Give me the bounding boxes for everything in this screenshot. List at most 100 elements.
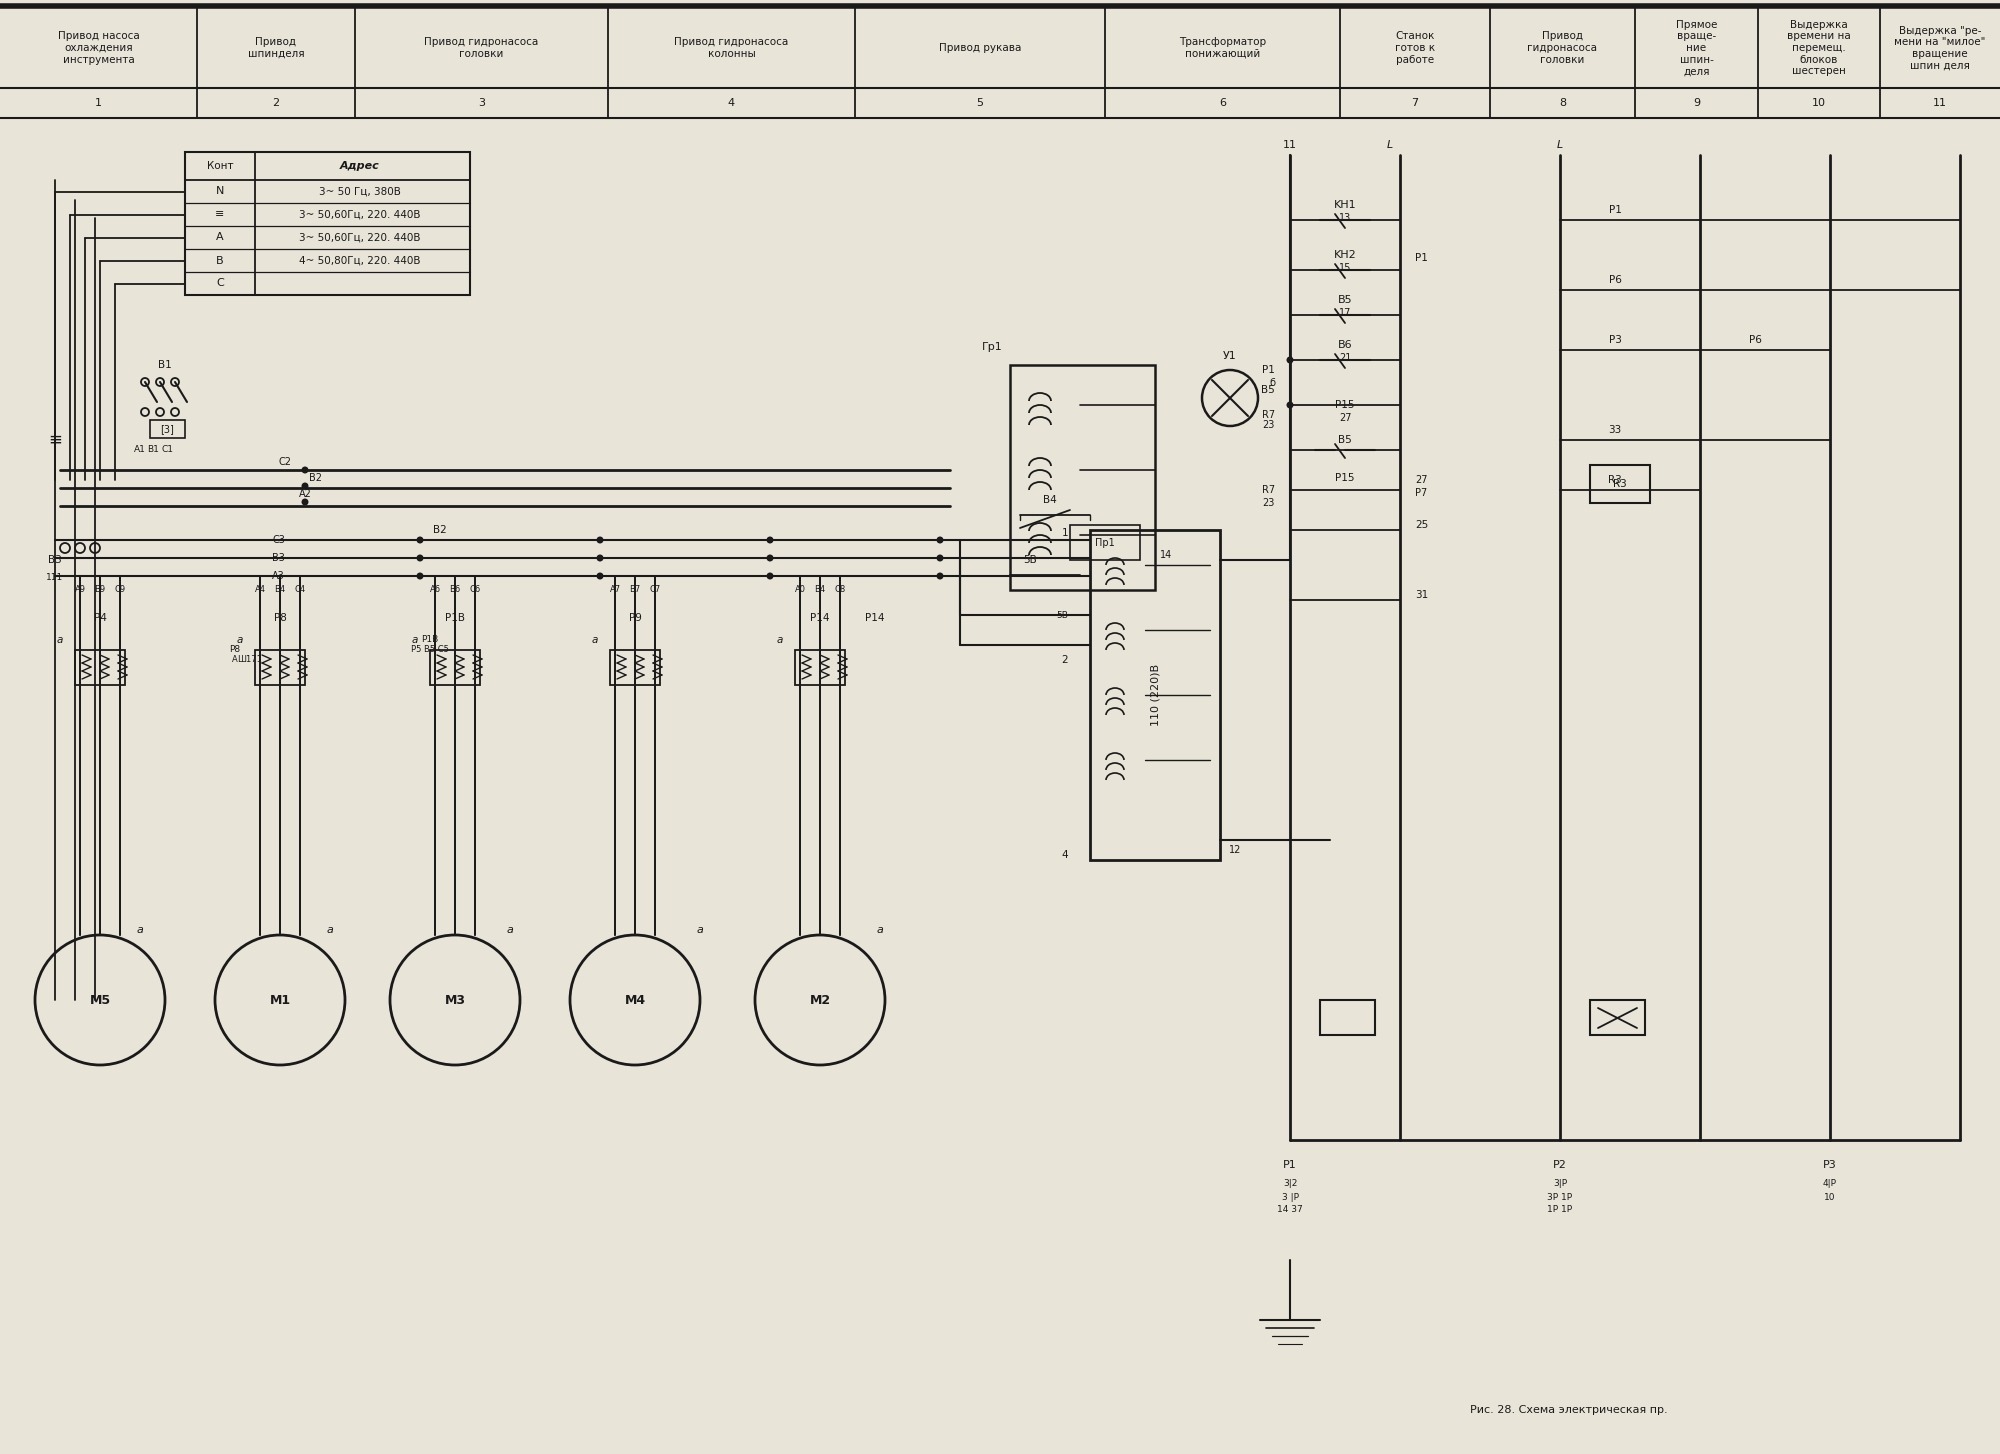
Text: ≡: ≡ [216, 209, 224, 220]
Text: N: N [216, 186, 224, 196]
Bar [610, 650, 660, 685]
Text: a: a [236, 635, 244, 646]
Text: A: A [216, 233, 224, 243]
Text: Станок
готов к
работе: Станок готов к работе [1394, 32, 1436, 64]
Text: ≡: ≡ [48, 430, 62, 449]
Text: P15: P15 [1336, 473, 1354, 483]
Text: 5: 5 [976, 97, 984, 108]
Text: C9: C9 [114, 586, 126, 595]
Text: A1: A1 [134, 445, 146, 455]
Text: б: б [1268, 378, 1276, 388]
Text: У1: У1 [1224, 350, 1236, 361]
Text: Привод
гидронасоса
головки: Привод гидронасоса головки [1528, 32, 1598, 64]
Text: Гр1: Гр1 [982, 342, 1002, 352]
Circle shape [596, 554, 604, 561]
Circle shape [302, 467, 308, 474]
Circle shape [936, 573, 944, 580]
Text: Рис. 28. Схема электрическая пр.: Рис. 28. Схема электрическая пр. [1470, 1405, 1668, 1415]
Text: a: a [876, 925, 884, 935]
Bar [184, 153, 470, 295]
Text: P8: P8 [274, 614, 286, 622]
Text: 1P 1P: 1P 1P [1548, 1205, 1572, 1214]
Bar [1590, 1000, 1644, 1035]
Circle shape [1286, 356, 1294, 364]
Text: 2: 2 [272, 97, 280, 108]
Text: P1: P1 [1608, 205, 1622, 215]
Text: 7: 7 [1412, 97, 1418, 108]
Text: 27: 27 [1338, 413, 1352, 423]
Text: A: A [232, 656, 238, 664]
Text: a: a [506, 925, 514, 935]
Circle shape [302, 483, 308, 490]
Circle shape [766, 537, 774, 544]
Text: a: a [56, 635, 64, 646]
Circle shape [416, 554, 424, 561]
Text: 3~ 50,60Гц, 220. 440В: 3~ 50,60Гц, 220. 440В [300, 233, 420, 243]
Text: B5: B5 [1338, 295, 1352, 305]
Text: P6: P6 [1608, 275, 1622, 285]
Text: Привод насоса
охлаждения
инструмента: Привод насоса охлаждения инструмента [58, 32, 140, 64]
Text: 14 37: 14 37 [1278, 1205, 1302, 1214]
Text: P1: P1 [1416, 253, 1428, 263]
Text: C4: C4 [294, 586, 306, 595]
Bar [1090, 531, 1220, 859]
Text: 17: 17 [1338, 308, 1352, 318]
Text: C6: C6 [470, 586, 480, 595]
Text: B9: B9 [94, 586, 106, 595]
Text: P1: P1 [1284, 1160, 1296, 1170]
Text: 3|P: 3|P [1552, 1179, 1568, 1188]
Text: M4: M4 [624, 993, 646, 1006]
Text: P2: P2 [1554, 1160, 1566, 1170]
Text: C7: C7 [650, 586, 660, 595]
Text: L: L [1556, 140, 1564, 150]
Text: 3 |P: 3 |P [1282, 1192, 1298, 1201]
Text: 1: 1 [1062, 528, 1068, 538]
Text: C2: C2 [278, 457, 292, 467]
Text: C1: C1 [160, 445, 174, 455]
Text: P5 B5 C5: P5 B5 C5 [412, 646, 448, 654]
Text: P14: P14 [810, 614, 830, 622]
Text: B5: B5 [1262, 385, 1276, 395]
Text: 4: 4 [1062, 851, 1068, 859]
Text: 10: 10 [1824, 1192, 1836, 1201]
Text: B5: B5 [1338, 435, 1352, 445]
Text: a: a [696, 925, 704, 935]
Text: M1: M1 [270, 993, 290, 1006]
Text: 1: 1 [96, 97, 102, 108]
Text: M5: M5 [90, 993, 110, 1006]
Text: KH1: KH1 [1334, 201, 1356, 209]
Text: 9: 9 [1692, 97, 1700, 108]
Text: 111: 111 [46, 573, 64, 583]
Text: R7: R7 [1262, 486, 1276, 494]
Circle shape [416, 573, 424, 580]
Text: KH2: KH2 [1334, 250, 1356, 260]
Bar [796, 650, 844, 685]
Text: M3: M3 [444, 993, 466, 1006]
Text: 2: 2 [1062, 654, 1068, 664]
Text: 4: 4 [728, 97, 736, 108]
Text: 14: 14 [1160, 550, 1172, 560]
Text: B6: B6 [1338, 340, 1352, 350]
Circle shape [416, 537, 424, 544]
Text: 27: 27 [1416, 475, 1428, 486]
Circle shape [596, 573, 604, 580]
Text: 33: 33 [1608, 425, 1622, 435]
Text: 3: 3 [478, 97, 484, 108]
Text: a: a [592, 635, 598, 646]
Text: B1: B1 [158, 361, 172, 369]
Text: 5B: 5B [1056, 611, 1068, 619]
Text: 8: 8 [1558, 97, 1566, 108]
Text: Прямое
враще-
ние
шпин-
деля: Прямое враще- ние шпин- деля [1676, 20, 1718, 76]
Text: A7: A7 [610, 586, 620, 595]
Text: 11: 11 [1932, 97, 1948, 108]
Text: 4|P: 4|P [1824, 1179, 1836, 1188]
Text: P1B: P1B [444, 614, 464, 622]
Text: Конт: Конт [206, 161, 234, 172]
Text: P9: P9 [628, 614, 642, 622]
Text: P7: P7 [1416, 489, 1428, 499]
Text: P1: P1 [1262, 365, 1276, 375]
Text: Привод гидронасоса
колонны: Привод гидронасоса колонны [674, 38, 788, 58]
Text: 31: 31 [1416, 590, 1428, 601]
Text: 3P 1P: 3P 1P [1548, 1192, 1572, 1201]
Text: 4~ 50,80Гц, 220. 440В: 4~ 50,80Гц, 220. 440В [300, 256, 420, 266]
